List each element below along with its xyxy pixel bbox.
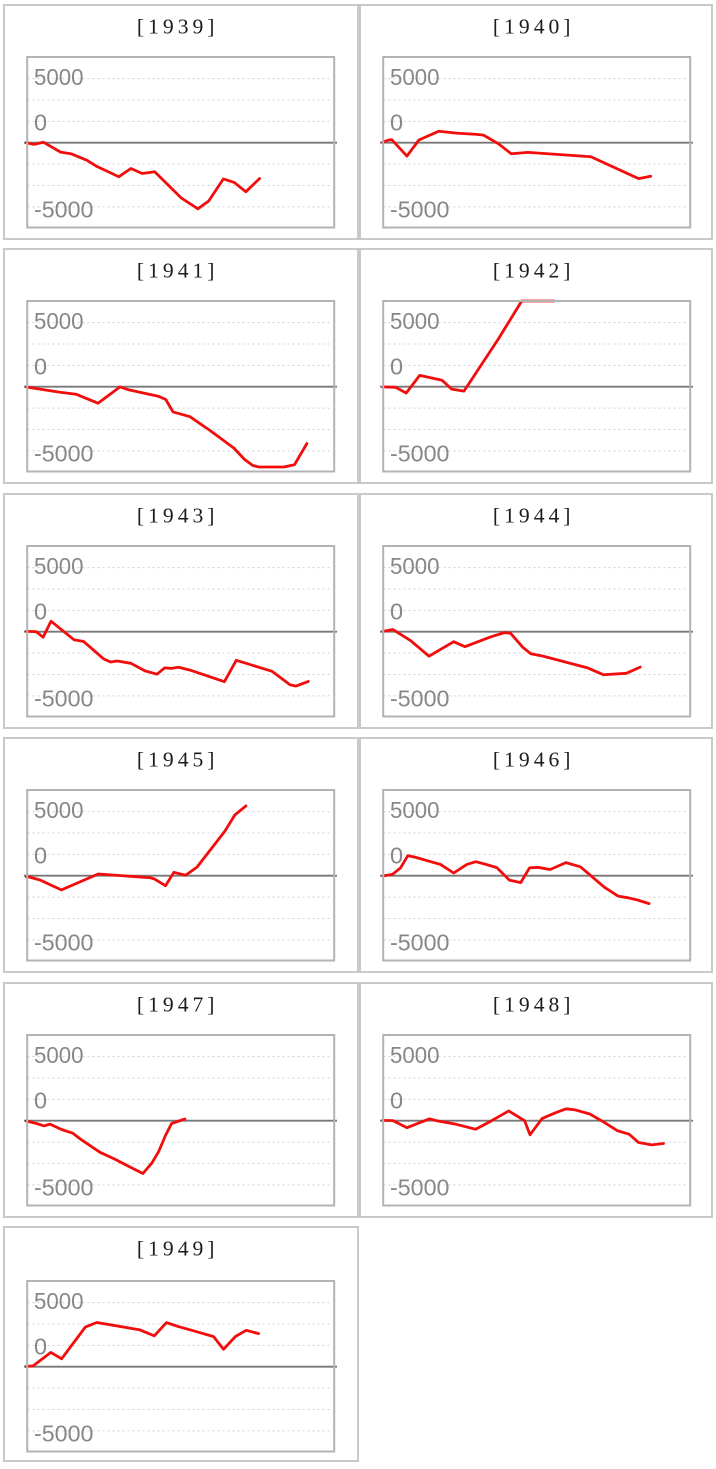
svg-text:[1943]: [1943] <box>137 503 219 527</box>
svg-text:0: 0 <box>390 110 403 136</box>
svg-text:5000: 5000 <box>390 797 440 823</box>
svg-text:[1940]: [1940] <box>492 15 574 39</box>
svg-text:[1949]: [1949] <box>137 1237 219 1261</box>
svg-text:[1945]: [1945] <box>137 748 219 772</box>
svg-text:-5000: -5000 <box>390 1174 450 1200</box>
svg-text:-5000: -5000 <box>34 1174 94 1200</box>
svg-text:[1948]: [1948] <box>492 992 574 1016</box>
svg-text:[1939]: [1939] <box>137 15 219 39</box>
svg-text:5000: 5000 <box>34 1288 84 1314</box>
svg-text:-5000: -5000 <box>34 930 94 956</box>
svg-text:0: 0 <box>34 110 47 136</box>
svg-text:-5000: -5000 <box>34 197 94 223</box>
svg-text:5000: 5000 <box>34 1041 84 1067</box>
svg-text:0: 0 <box>34 354 47 380</box>
svg-text:0: 0 <box>390 598 403 624</box>
svg-text:[1946]: [1946] <box>492 748 574 772</box>
svg-text:5000: 5000 <box>34 552 84 578</box>
svg-text:[1942]: [1942] <box>492 259 574 283</box>
svg-text:5000: 5000 <box>390 1041 440 1067</box>
svg-text:0: 0 <box>34 598 47 624</box>
svg-text:-5000: -5000 <box>390 685 450 711</box>
svg-text:-5000: -5000 <box>390 930 450 956</box>
svg-text:0: 0 <box>390 1087 403 1113</box>
svg-text:0: 0 <box>390 354 403 380</box>
svg-text:[1941]: [1941] <box>137 259 219 283</box>
svg-text:5000: 5000 <box>34 64 84 90</box>
svg-text:5000: 5000 <box>390 64 440 90</box>
svg-text:5000: 5000 <box>34 797 84 823</box>
svg-text:0: 0 <box>34 1334 47 1360</box>
svg-text:-5000: -5000 <box>34 685 94 711</box>
svg-text:5000: 5000 <box>34 308 84 334</box>
svg-text:-5000: -5000 <box>34 441 94 467</box>
svg-text:[1944]: [1944] <box>492 503 574 527</box>
svg-text:0: 0 <box>34 843 47 869</box>
svg-text:0: 0 <box>34 1087 47 1113</box>
svg-text:-5000: -5000 <box>34 1421 94 1447</box>
svg-text:-5000: -5000 <box>390 441 450 467</box>
svg-text:5000: 5000 <box>390 308 440 334</box>
svg-text:[1947]: [1947] <box>137 992 219 1016</box>
svg-text:5000: 5000 <box>390 552 440 578</box>
svg-text:0: 0 <box>390 843 403 869</box>
svg-text:-5000: -5000 <box>390 197 450 223</box>
